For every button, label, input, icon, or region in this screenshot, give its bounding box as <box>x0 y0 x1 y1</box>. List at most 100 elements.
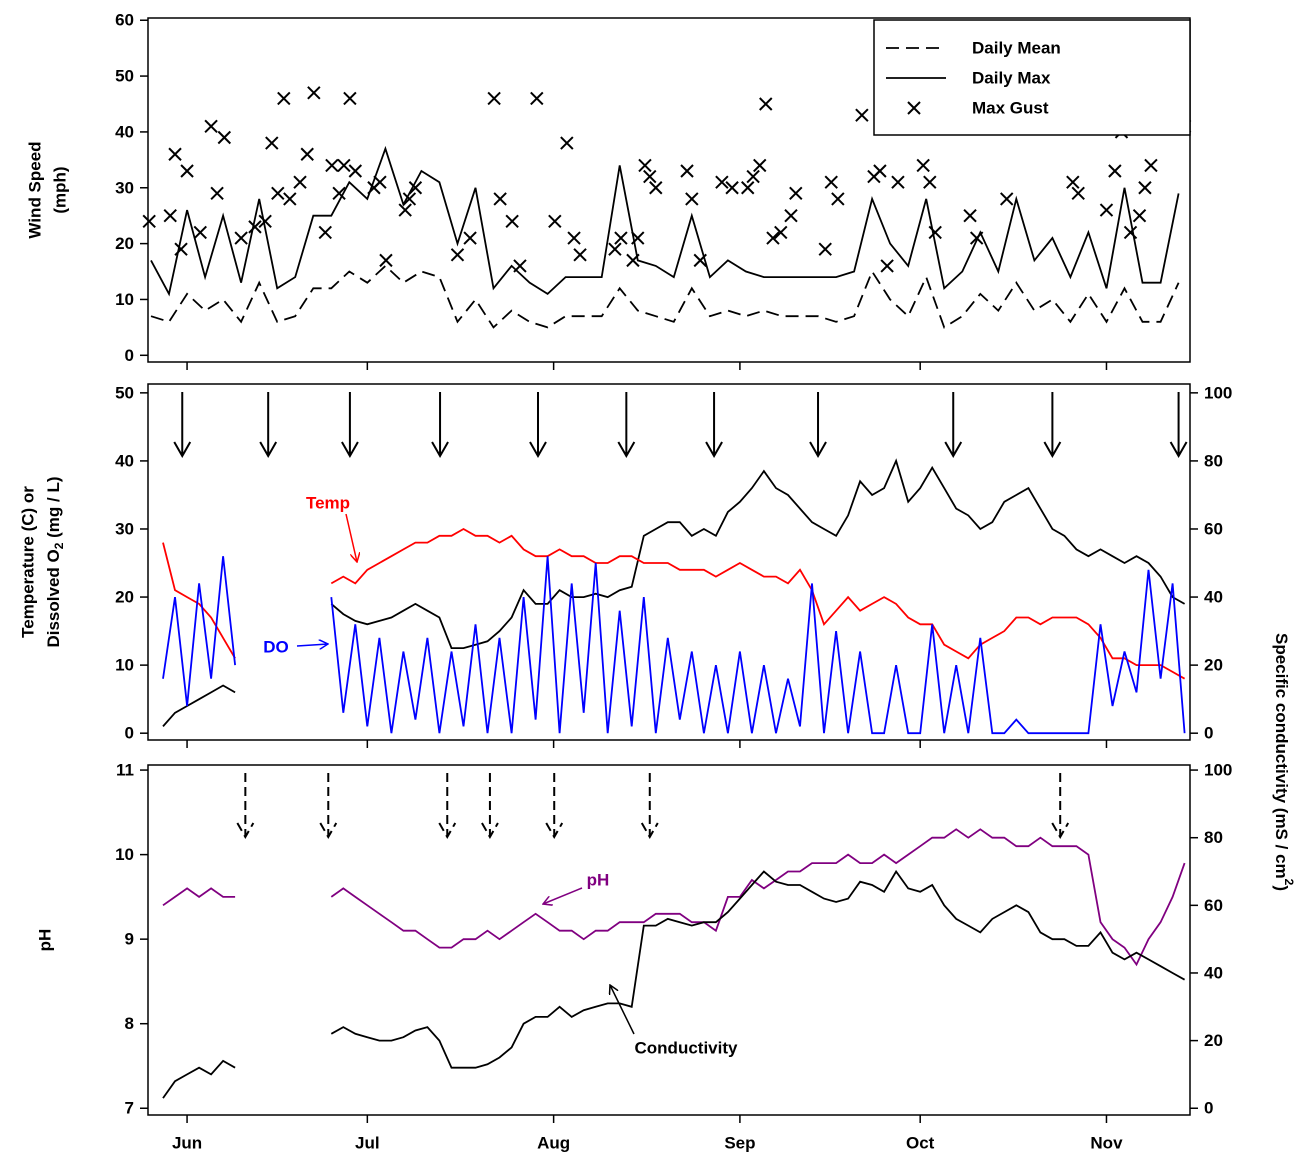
conductivity-annotation: Conductivity <box>635 1039 738 1058</box>
y2-tick-label: 0 <box>1204 1099 1213 1118</box>
gust-marker <box>325 158 339 173</box>
gust-marker <box>774 225 788 240</box>
y-tick-label: 11 <box>116 761 134 780</box>
gust-marker <box>1123 225 1138 240</box>
gust-marker <box>715 175 729 189</box>
gust-marker <box>293 175 307 189</box>
gust-marker <box>741 181 755 195</box>
x-tick-label: Aug <box>537 1134 570 1153</box>
gust-marker <box>638 158 652 173</box>
gust-marker <box>680 164 694 178</box>
gust-marker <box>332 186 346 201</box>
gust-marker <box>916 158 930 173</box>
y-tick-label: 50 <box>115 67 134 86</box>
event-arrow <box>944 392 963 459</box>
gust-marker <box>969 231 984 245</box>
y-tick-label: 50 <box>115 383 134 402</box>
event-arrow <box>617 392 636 459</box>
event-arrow <box>481 773 499 840</box>
y2-tick-label: 60 <box>1204 896 1223 915</box>
gust-marker <box>963 208 977 223</box>
plot-frame <box>147 764 1191 1116</box>
event-arrow <box>809 392 827 459</box>
gust-marker <box>685 192 699 206</box>
series-line <box>150 264 1180 329</box>
gust-marker <box>1071 186 1085 201</box>
gust-marker <box>873 164 887 178</box>
y-tick-label: 20 <box>115 234 134 253</box>
y2-tick-label: 100 <box>1204 383 1232 402</box>
gust-marker <box>928 225 942 240</box>
gust-marker <box>142 214 156 228</box>
y2-tick-label: 100 <box>1204 761 1232 780</box>
event-arrow <box>259 392 278 459</box>
gust-marker <box>402 192 417 206</box>
y-axis-label-part: Dissolved O <box>44 549 63 647</box>
annotation-arrow <box>610 985 635 1035</box>
legend-marker <box>907 101 921 115</box>
gust-marker <box>307 86 321 100</box>
gust-marker <box>163 208 177 223</box>
gust-marker <box>379 253 393 268</box>
y-axis-label: Temperature (C) or <box>19 486 38 638</box>
gust-marker <box>487 91 501 106</box>
y2-axis-label-sup: 2 <box>1282 879 1296 886</box>
gust-marker <box>766 231 780 245</box>
annotation-arrow <box>543 887 583 904</box>
gust-marker <box>505 214 519 228</box>
event-arrow <box>431 392 449 459</box>
temp-annotation: Temp <box>306 494 350 513</box>
y-axis-label: Dissolved O2 (mg / L) <box>44 476 67 647</box>
gust-marker <box>831 192 845 206</box>
y-tick-label: 10 <box>115 656 134 675</box>
y-tick-label: 8 <box>125 1014 134 1033</box>
event-arrow <box>705 392 723 459</box>
gust-marker <box>398 203 412 217</box>
gust-marker <box>204 119 218 134</box>
gust-marker <box>1132 208 1147 223</box>
event-arrow <box>529 392 547 459</box>
y2-tick-label: 80 <box>1204 828 1223 847</box>
legend-label: Daily Mean <box>972 39 1061 58</box>
gust-marker <box>818 242 832 256</box>
gust-marker <box>408 181 423 195</box>
y-tick-label: 40 <box>115 451 134 470</box>
gust-marker <box>463 231 477 245</box>
y-tick-label: 9 <box>125 930 134 949</box>
x-tick-label: Jul <box>355 1134 380 1153</box>
gust-marker <box>567 231 581 245</box>
x-tick-label: Nov <box>1090 1134 1123 1153</box>
y2-tick-label: 40 <box>1204 588 1223 607</box>
y2-tick-label: 60 <box>1204 519 1223 538</box>
gust-marker <box>855 108 869 122</box>
gust-marker <box>180 164 194 178</box>
y-tick-label: 0 <box>125 724 134 743</box>
gust-marker <box>649 181 663 195</box>
event-arrow <box>1169 392 1188 459</box>
y2-tick-label: 80 <box>1204 451 1223 470</box>
gust-marker <box>248 220 262 234</box>
annotation-arrow <box>296 644 328 646</box>
gust-marker <box>450 248 465 262</box>
gust-marker <box>168 147 182 161</box>
y2-axis-label-part: ) <box>1273 885 1292 891</box>
event-arrow <box>1051 773 1070 840</box>
y-axis-label: pH <box>36 929 55 952</box>
gust-marker <box>210 186 224 201</box>
event-arrow <box>173 392 192 459</box>
x-tick-label: Jun <box>172 1134 202 1153</box>
gust-marker <box>1144 158 1158 173</box>
event-arrow <box>319 773 338 840</box>
y-axis-label-part: (mg / L) <box>44 476 63 542</box>
gust-marker <box>923 175 937 189</box>
y2-tick-label: 0 <box>1204 724 1213 743</box>
y-tick-label: 20 <box>115 588 134 607</box>
gust-marker <box>560 136 574 150</box>
gust-marker <box>608 242 622 256</box>
y2-axis-label-part: Specific conductivity (mS / cm <box>1273 633 1292 879</box>
y-tick-label: 10 <box>115 290 134 309</box>
gust-marker <box>318 225 332 240</box>
series-line <box>162 527 1186 680</box>
plot-frame <box>147 383 1191 741</box>
